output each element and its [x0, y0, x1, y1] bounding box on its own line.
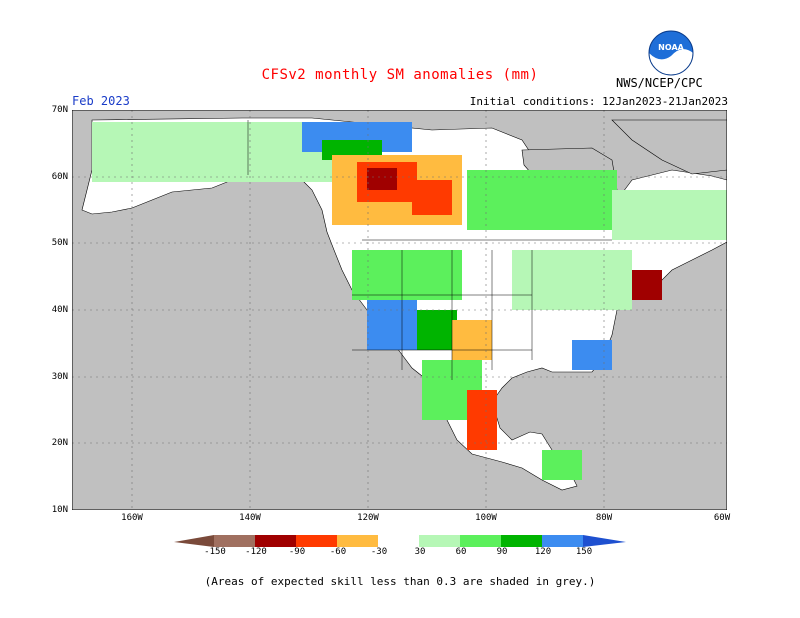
colorbar-label: -30: [370, 547, 388, 557]
colorbar-label: 150: [575, 547, 593, 557]
forecast-month: Feb 2023: [72, 94, 130, 108]
colorbar-cap-high: [583, 535, 626, 547]
chart-title: CFSv2 monthly SM anomalies (mm): [261, 67, 539, 83]
colorbar-cap-low: [174, 535, 214, 547]
anomaly-map: [72, 110, 727, 510]
colorbar-label: 120: [534, 547, 552, 557]
lat-label: 30N: [51, 372, 68, 382]
lon-label: 120W: [357, 513, 379, 523]
colorbar-label: -150: [204, 547, 226, 557]
greenland: [611, 119, 727, 175]
lon-label: 100W: [475, 513, 497, 523]
colorbar-label: -120: [245, 547, 267, 557]
lat-label: 10N: [51, 505, 68, 515]
graticule: [72, 110, 727, 510]
footnote: (Areas of expected skill less than 0.3 a…: [204, 575, 596, 588]
lat-label: 40N: [51, 305, 68, 315]
lat-label: 20N: [51, 438, 68, 448]
colorbar-label: 60: [455, 547, 467, 557]
colorbar-label: 30: [414, 547, 426, 557]
colorbar: [174, 535, 626, 547]
colorbar-label: -90: [288, 547, 306, 557]
agency-label: NWS/NCEP/CPC: [616, 76, 703, 90]
lon-label: 160W: [121, 513, 143, 523]
noaa-logo-icon: NOAA: [648, 30, 694, 76]
colorbar-label: 90: [496, 547, 508, 557]
initial-conditions: Initial conditions: 12Jan2023-21Jan2023: [469, 95, 728, 108]
lon-label: 140W: [239, 513, 261, 523]
lat-label: 50N: [51, 238, 68, 248]
lon-label: 60W: [713, 513, 731, 523]
colorbar-label: -60: [329, 547, 347, 557]
logo-text: NOAA: [658, 43, 684, 52]
anomaly-patches: [92, 122, 727, 480]
lat-label: 70N: [51, 105, 68, 115]
lon-label: 80W: [595, 513, 613, 523]
lat-label: 60N: [51, 172, 68, 182]
